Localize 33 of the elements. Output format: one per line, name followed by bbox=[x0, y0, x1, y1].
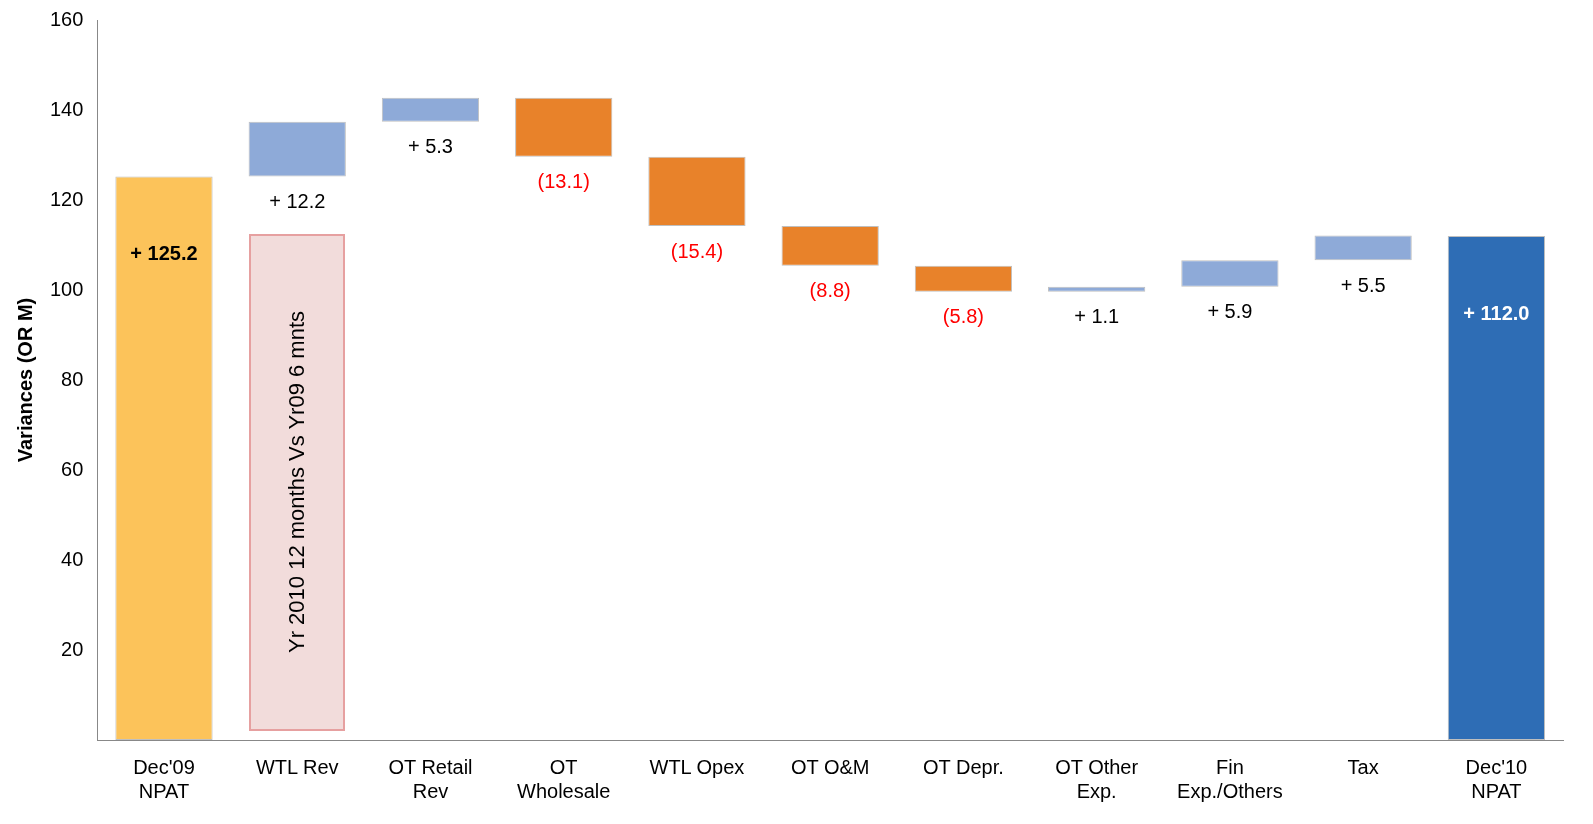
y-tick-label: 40 bbox=[61, 547, 84, 570]
x-tick-label: WTL Opex bbox=[649, 755, 745, 778]
y-tick-label: 100 bbox=[49, 277, 84, 300]
data-label: (8.8) bbox=[809, 279, 851, 302]
y-tick-label: 20 bbox=[61, 637, 84, 660]
data-label: + 112.0 bbox=[1463, 301, 1530, 324]
x-tick-label: OT Wholesale bbox=[517, 755, 611, 802]
x-tick-label: Dec'10 NPAT bbox=[1465, 755, 1528, 802]
y-tick-label: 160 bbox=[49, 7, 84, 30]
data-label: + 5.5 bbox=[1340, 273, 1386, 296]
data-label: + 5.9 bbox=[1207, 300, 1253, 323]
x-tick-label: Dec'09 NPAT bbox=[133, 755, 195, 802]
y-tick-label: 60 bbox=[61, 457, 84, 480]
data-label: + 12.2 bbox=[269, 190, 326, 213]
x-tick-label: OT Depr. bbox=[923, 755, 1004, 778]
y-axis-title: Variances (OR M) bbox=[13, 297, 36, 463]
x-tick-label: OT O&M bbox=[790, 755, 870, 778]
x-tick-label: OT Other Exp. bbox=[1055, 755, 1139, 802]
data-label: + 125.2 bbox=[130, 242, 198, 265]
x-tick-label: Tax bbox=[1347, 755, 1379, 778]
data-label: + 5.3 bbox=[407, 135, 453, 158]
y-tick-label: 80 bbox=[61, 367, 84, 390]
y-tick-label: 140 bbox=[49, 97, 84, 120]
data-label: + 1.1 bbox=[1074, 305, 1120, 328]
y-tick-label: 120 bbox=[49, 187, 84, 210]
annotation: Yr 2010 12 months Vs Yr09 6 mnts bbox=[284, 311, 311, 654]
x-tick-label: OT Retail Rev bbox=[388, 755, 473, 802]
x-tick-label: Fin Exp./Others bbox=[1177, 755, 1283, 802]
x-tick-label: WTL Rev bbox=[255, 755, 339, 778]
data-label: (5.8) bbox=[942, 305, 984, 328]
data-label: (15.4) bbox=[670, 239, 724, 262]
note-box: Yr 2010 12 months Vs Yr09 6 mnts bbox=[249, 233, 346, 731]
data-label: (13.1) bbox=[537, 170, 590, 193]
